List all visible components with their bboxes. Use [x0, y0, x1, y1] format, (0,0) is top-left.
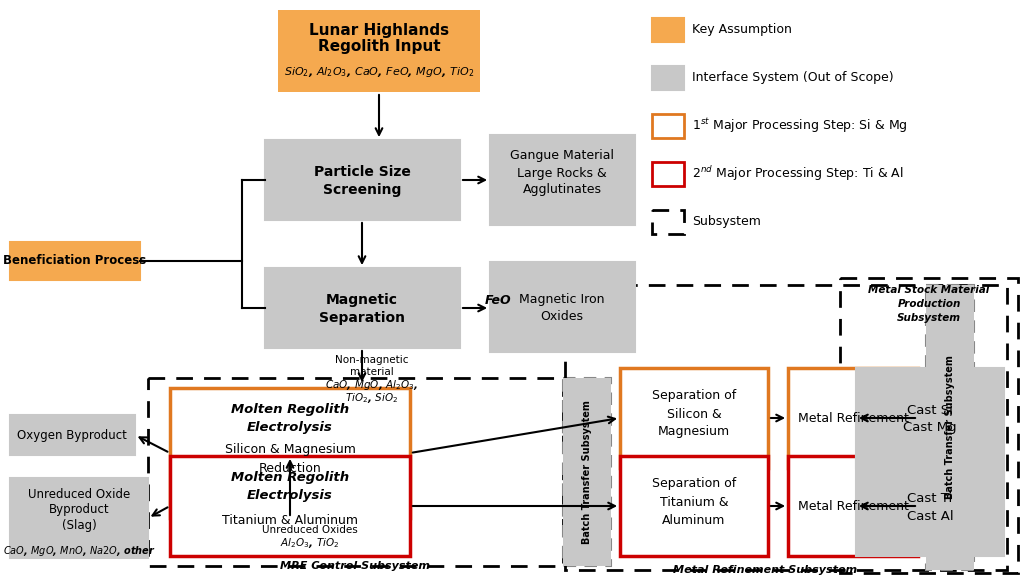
Bar [565, 285, 1007, 570]
Text: Gangue Material: Gangue Material [510, 149, 614, 161]
Text: Magnetic Iron: Magnetic Iron [519, 293, 605, 305]
Text: Interface System (Out of Scope): Interface System (Out of Scope) [692, 71, 894, 85]
Text: Byproduct: Byproduct [49, 503, 110, 517]
Text: Screening: Screening [323, 183, 401, 197]
Bar [563, 378, 611, 566]
Bar [620, 368, 768, 468]
Text: $Al_2O_3$, $TiO_2$: $Al_2O_3$, $TiO_2$ [281, 536, 340, 550]
Bar [620, 456, 768, 556]
Text: material: material [350, 367, 394, 377]
Bar [652, 162, 684, 186]
Bar [563, 378, 611, 566]
Text: Silicon &: Silicon & [667, 407, 721, 420]
Bar [148, 378, 563, 566]
Text: Metal Refinement: Metal Refinement [798, 499, 908, 513]
Text: Oxygen Byproduct: Oxygen Byproduct [17, 429, 127, 441]
Bar [265, 140, 460, 220]
Text: Subsystem: Subsystem [897, 313, 961, 323]
Text: Cast Mg: Cast Mg [903, 422, 956, 434]
Text: Metal Refinement Subsystem: Metal Refinement Subsystem [673, 565, 857, 575]
Text: Regolith Input: Regolith Input [317, 40, 440, 55]
Text: FeO: FeO [484, 294, 511, 306]
Text: Separation of: Separation of [652, 478, 736, 491]
Text: Batch Transfer Subsystem: Batch Transfer Subsystem [945, 355, 955, 499]
Text: Beneficiation Process: Beneficiation Process [3, 255, 146, 267]
Bar [856, 456, 1004, 556]
Text: Magnetic: Magnetic [326, 293, 398, 307]
Text: Silicon & Magnesium: Silicon & Magnesium [224, 444, 355, 457]
Text: $SiO_2$, $Al_2O_3$, $CaO$, $FeO$, $MgO$, $TiO_2$: $SiO_2$, $Al_2O_3$, $CaO$, $FeO$, $MgO$,… [284, 65, 474, 79]
Text: Large Rocks &: Large Rocks & [517, 166, 607, 180]
Text: Magnesium: Magnesium [658, 426, 730, 438]
Text: Lunar Highlands: Lunar Highlands [309, 22, 450, 37]
Bar [652, 210, 684, 234]
Bar [652, 114, 684, 138]
Text: Reduction: Reduction [259, 461, 322, 475]
Text: $TiO_2$, $SiO_2$: $TiO_2$, $SiO_2$ [345, 391, 398, 405]
Text: Aluminum: Aluminum [663, 513, 726, 526]
Text: Subsystem: Subsystem [692, 215, 761, 229]
Bar [278, 10, 480, 92]
Text: Separation: Separation [319, 311, 406, 325]
Bar [10, 242, 140, 280]
Text: Metal Stock Material: Metal Stock Material [868, 285, 989, 295]
Bar [10, 478, 148, 558]
Text: Titanium &: Titanium & [659, 495, 728, 509]
Text: Molten Regolith: Molten Regolith [231, 472, 349, 484]
Text: Metal Refinement: Metal Refinement [798, 411, 908, 425]
Text: Cast Si: Cast Si [907, 404, 953, 416]
Bar [788, 456, 918, 556]
Text: Agglutinates: Agglutinates [522, 184, 601, 196]
Text: Non-magnetic: Non-magnetic [335, 355, 409, 365]
Bar [170, 456, 410, 556]
Text: Electrolysis: Electrolysis [247, 422, 333, 434]
Text: Batch Transfer Subsystem: Batch Transfer Subsystem [582, 400, 592, 544]
Text: Separation of: Separation of [652, 389, 736, 403]
Bar [490, 135, 635, 225]
Text: Titanium & Aluminum: Titanium & Aluminum [222, 514, 358, 528]
Bar [490, 262, 635, 352]
Text: Particle Size: Particle Size [313, 165, 411, 179]
Bar [788, 368, 918, 468]
Bar [652, 18, 684, 42]
Bar [926, 285, 974, 570]
Text: Oxides: Oxides [541, 310, 584, 324]
Text: MRE Control Subsystem: MRE Control Subsystem [280, 561, 430, 571]
Text: Cast Ti: Cast Ti [907, 491, 952, 505]
Bar [10, 415, 135, 455]
Text: Electrolysis: Electrolysis [247, 490, 333, 502]
Text: Unreduced Oxide: Unreduced Oxide [28, 487, 130, 501]
Text: $CaO$, $MgO$, $Al_2O_3$,: $CaO$, $MgO$, $Al_2O_3$, [326, 378, 419, 392]
Bar [926, 285, 974, 570]
Bar [170, 388, 410, 518]
Text: Cast Al: Cast Al [906, 510, 953, 522]
Text: $CaO$, $MgO$, $MnO$, $Na2O$, other: $CaO$, $MgO$, $MnO$, $Na2O$, other [3, 544, 156, 558]
Bar [840, 278, 1018, 573]
Text: Production: Production [897, 299, 961, 309]
Text: Unreduced Oxides: Unreduced Oxides [262, 525, 357, 535]
Text: 1$^{st}$ Major Processing Step: Si & Mg: 1$^{st}$ Major Processing Step: Si & Mg [692, 117, 907, 135]
Text: (Slag): (Slag) [61, 520, 96, 532]
Bar [856, 368, 1004, 468]
Text: Key Assumption: Key Assumption [692, 24, 792, 36]
Bar [652, 66, 684, 90]
Bar [265, 268, 460, 348]
Text: 2$^{nd}$ Major Processing Step: Ti & Al: 2$^{nd}$ Major Processing Step: Ti & Al [692, 165, 904, 183]
Text: Molten Regolith: Molten Regolith [231, 404, 349, 416]
